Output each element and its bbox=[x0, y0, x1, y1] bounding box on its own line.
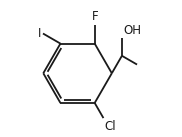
Text: OH: OH bbox=[123, 24, 141, 37]
Text: Cl: Cl bbox=[104, 120, 116, 133]
Text: F: F bbox=[91, 10, 98, 23]
Text: I: I bbox=[38, 27, 42, 40]
